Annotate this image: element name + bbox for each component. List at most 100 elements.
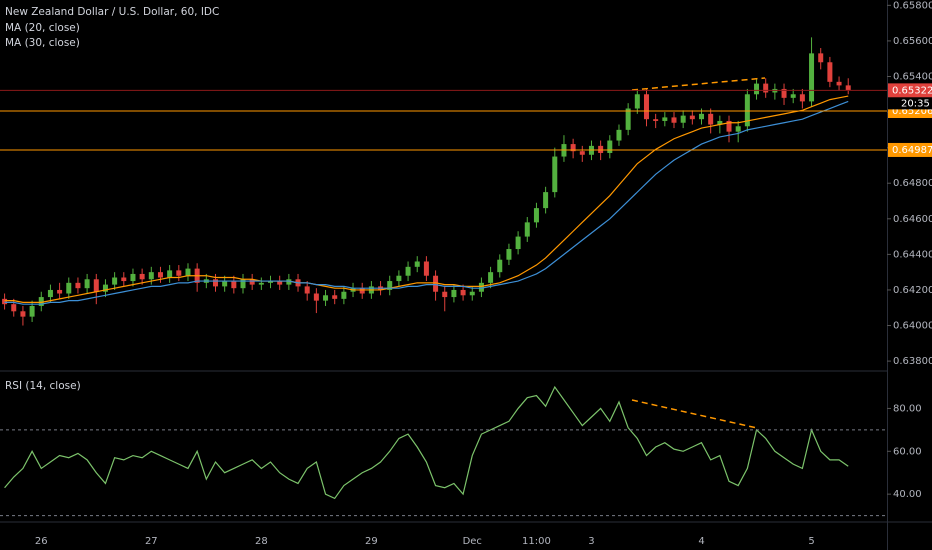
candle-body (799, 94, 805, 102)
legend-entry: MA (30, close) (5, 37, 80, 49)
candle-body (735, 126, 741, 132)
moving-average-line (4, 95, 849, 303)
candle-body (102, 284, 108, 292)
candle-body (47, 289, 53, 298)
x-tick-label: 28 (255, 536, 268, 547)
y-tick-label: 0.63800 (893, 356, 932, 367)
y-tick-label: 60.00 (893, 446, 922, 457)
candle-body (286, 279, 292, 285)
candle-body (29, 305, 35, 317)
candle-body (167, 270, 173, 278)
candle-body (469, 291, 475, 296)
candle-body (112, 277, 118, 285)
y-tick-label: 0.65800 (893, 0, 932, 11)
x-tick-label: 27 (145, 536, 158, 547)
candle-body (506, 249, 512, 260)
candle-body (323, 295, 329, 301)
candle-body (130, 273, 136, 282)
candle-body (313, 293, 319, 301)
candle-body (442, 291, 448, 298)
level-label-box (888, 142, 932, 157)
candle-body (543, 192, 549, 209)
candle-body (20, 311, 26, 317)
candle-body (781, 88, 787, 98)
legend-entry: MA (20, close) (5, 22, 80, 34)
candle-body (616, 129, 622, 141)
candle-body (818, 53, 824, 63)
candle-body (634, 94, 640, 109)
candle-body (405, 266, 411, 276)
candle-body (763, 83, 769, 93)
candle-body (240, 279, 246, 289)
candle-body (304, 286, 310, 294)
candle-body (277, 281, 283, 285)
price-trend-annotation (631, 77, 766, 91)
candle-body (75, 282, 81, 289)
y-tick-label: 0.64600 (893, 214, 932, 225)
candle-body (268, 281, 274, 283)
chart-title: New Zealand Dollar / U.S. Dollar, 60, ID… (5, 6, 219, 18)
x-tick-label: 5 (808, 536, 814, 547)
candle-body (66, 282, 72, 294)
y-tick-label: 0.64000 (893, 321, 932, 332)
y-tick-label: 0.64800 (893, 178, 932, 189)
candle-body (139, 273, 145, 280)
candle-body (185, 268, 191, 276)
candle-body (396, 275, 402, 282)
x-tick-label: 4 (698, 536, 704, 547)
candle-body (790, 94, 796, 98)
candle-body (515, 236, 521, 250)
y-tick-label: 80.00 (893, 403, 922, 414)
candle-body (717, 120, 723, 125)
candle-body (38, 297, 44, 306)
countdown-box (888, 97, 932, 110)
candle-body (643, 94, 649, 120)
candle-body (258, 282, 264, 285)
candle-body (423, 261, 429, 276)
candle-body (836, 81, 842, 86)
candle-body (157, 272, 163, 278)
candle-body (121, 277, 127, 282)
candle-body (488, 272, 494, 283)
candle-body (689, 115, 695, 120)
x-tick-label: 3 (588, 536, 594, 547)
moving-average-line (4, 100, 849, 305)
x-tick-label: 29 (365, 536, 378, 547)
candle-body (708, 113, 714, 125)
candle-body (845, 85, 851, 91)
level-label: 0.64987 (892, 145, 932, 156)
candle-body (827, 62, 833, 82)
candle-body (84, 279, 90, 289)
rsi-title: RSI (14, close) (5, 380, 81, 392)
candle-body (478, 282, 484, 292)
candle-body (249, 279, 255, 285)
candle-body (148, 272, 154, 280)
candle-body (754, 83, 760, 95)
candle-body (598, 145, 604, 153)
candle-body (680, 115, 686, 123)
countdown-label: 20:35 (901, 98, 930, 109)
x-tick-label: Dec (463, 536, 482, 547)
candle-body (497, 259, 503, 273)
x-tick-label: 11:00 (522, 536, 551, 547)
candle-body (57, 289, 63, 294)
y-tick-label: 0.64400 (893, 249, 932, 260)
candle-body (699, 113, 705, 120)
y-tick-label: 0.64200 (893, 285, 932, 296)
last-price-box (888, 83, 932, 98)
candle-body (231, 281, 237, 289)
candle-body (359, 288, 365, 294)
candle-body (451, 289, 457, 298)
candle-body (726, 120, 732, 132)
rsi-trend-annotation (631, 399, 758, 429)
candle-body (570, 144, 576, 152)
candle-body (552, 156, 558, 193)
candle-body (809, 53, 815, 102)
last-price-label: 0.65322 (892, 85, 932, 96)
level-label: 0.65206 (892, 106, 932, 117)
candle-body (671, 117, 677, 123)
candle-body (387, 281, 393, 290)
candle-body (2, 298, 8, 305)
